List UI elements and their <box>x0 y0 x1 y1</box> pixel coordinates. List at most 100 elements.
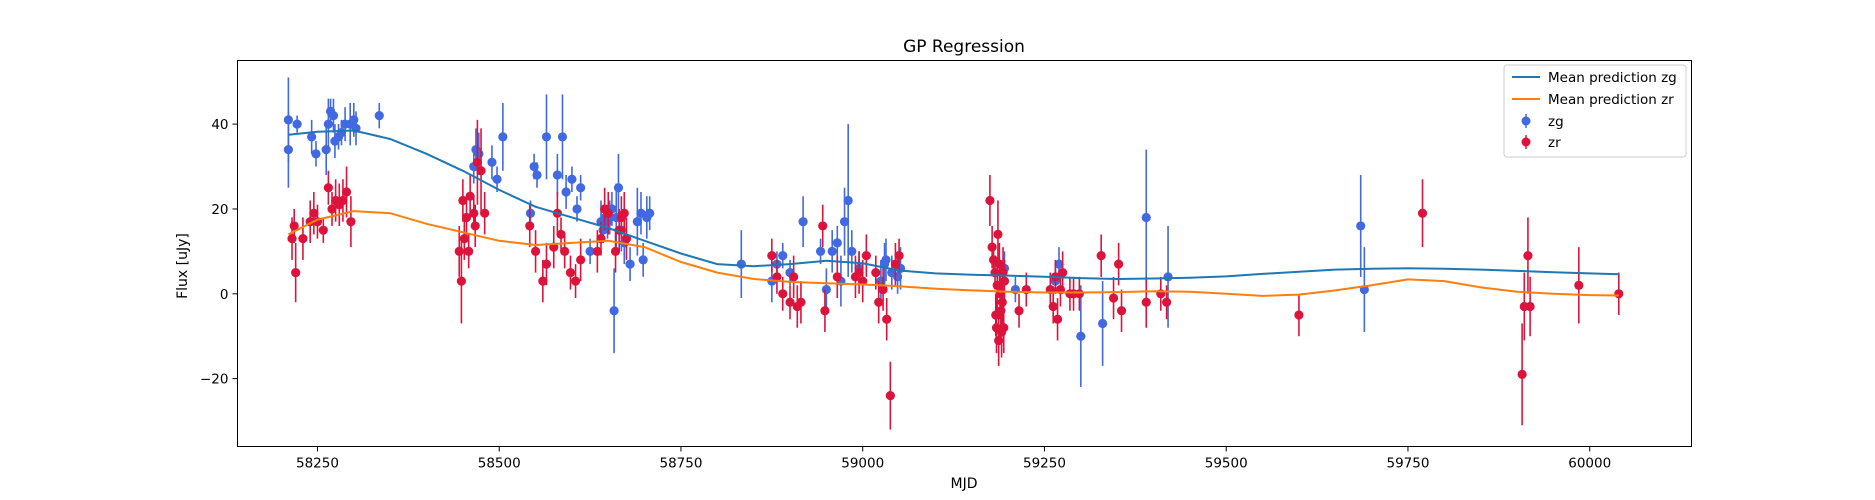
zg-point <box>474 149 484 159</box>
zr-point <box>338 195 348 206</box>
x-tick-label: 59000 <box>841 456 884 472</box>
zr-point <box>1116 306 1127 316</box>
zr-point <box>576 255 586 265</box>
zg-point <box>311 149 321 159</box>
zr-point <box>458 195 468 206</box>
zr-point <box>323 183 333 193</box>
x-tick-label: 59750 <box>1386 456 1429 472</box>
zg-point <box>1163 272 1173 282</box>
zr-point <box>874 297 884 307</box>
zr-point <box>894 251 904 261</box>
mean-prediction-zr-line <box>287 210 1619 297</box>
zg-point <box>645 208 655 218</box>
zr-point <box>1114 259 1124 269</box>
zg-point <box>1054 259 1064 269</box>
zg-point <box>843 195 853 206</box>
zg-point <box>541 132 552 142</box>
zr-point <box>854 267 864 278</box>
zr-point <box>985 195 995 206</box>
zr-point <box>994 259 1004 269</box>
x-tick-label: 58750 <box>659 456 702 472</box>
zg-point <box>307 132 317 142</box>
zr-point <box>1517 369 1527 379</box>
zr-point <box>890 259 901 269</box>
zr-point <box>999 323 1009 333</box>
zr-point <box>885 390 895 401</box>
zr-point <box>1523 251 1533 261</box>
zg-point <box>798 217 808 227</box>
y-tick-label: 0 <box>220 287 229 303</box>
zg-point <box>839 217 850 227</box>
zg-point <box>1141 212 1151 223</box>
plot-frame <box>237 60 1692 447</box>
zr-point <box>309 208 319 218</box>
zr-point <box>858 276 868 286</box>
zr-point <box>570 276 581 286</box>
zg-point <box>567 174 577 184</box>
zr-point <box>472 157 483 167</box>
axis-ticks: 58250 58500 58750 59000 59250 59500 59750 60000… <box>200 117 1611 471</box>
zr-point <box>470 221 480 231</box>
zr-point <box>1294 310 1304 320</box>
zr-point <box>525 221 535 231</box>
zr-point <box>318 225 328 235</box>
x-axis-label: MJD <box>951 476 978 492</box>
zr-point <box>1108 293 1119 303</box>
x-tick-label: 58250 <box>296 456 339 472</box>
zr-point <box>1141 297 1151 307</box>
legend-label-mean-zr: Mean prediction zr <box>1548 92 1674 108</box>
y-tick-label: −20 <box>200 372 229 388</box>
zr-point <box>993 229 1003 240</box>
zr-point <box>464 246 474 256</box>
legend-swatch-zg <box>1521 116 1531 126</box>
zr-point <box>1052 314 1063 324</box>
zr-point <box>603 208 613 218</box>
zg-point <box>321 144 331 155</box>
zr-point <box>1074 289 1084 299</box>
zr-point <box>341 187 352 197</box>
zg-point <box>778 251 788 261</box>
zr-point <box>289 221 299 231</box>
zr-point <box>999 276 1010 286</box>
zr-point <box>621 234 632 244</box>
zg-point <box>283 144 293 155</box>
zr-point <box>785 297 795 307</box>
zr-point <box>778 289 788 299</box>
zr-point <box>480 208 490 218</box>
x-tick-label: 58500 <box>478 456 521 472</box>
zr-point <box>1614 289 1624 299</box>
zr-point <box>556 229 566 240</box>
legend-label-zg: zg <box>1548 114 1564 130</box>
zg-point <box>1098 318 1108 329</box>
zr-point <box>291 267 301 278</box>
zg-point <box>328 111 339 121</box>
zg-point <box>827 246 837 256</box>
zg-point <box>625 259 635 269</box>
zr-point <box>298 234 308 244</box>
chart-title: GP Regression <box>903 37 1025 57</box>
zr-point <box>287 234 297 244</box>
y-axis-label: Flux [uJy] <box>175 233 191 299</box>
zr-point <box>592 246 602 256</box>
mean-prediction-zg-line <box>288 129 1619 281</box>
zr-point <box>1058 267 1068 278</box>
zr-point <box>476 166 486 176</box>
zr-point <box>997 297 1007 307</box>
zg-point <box>576 183 586 193</box>
zr-point <box>327 204 337 214</box>
y-tick-label: 40 <box>211 117 228 133</box>
zr-point <box>619 208 629 218</box>
zg-point <box>609 306 619 316</box>
zr-point <box>1525 301 1535 312</box>
zr-point <box>454 246 464 256</box>
zg-point <box>492 174 502 184</box>
zr-point <box>541 259 552 269</box>
zr-point <box>878 284 888 295</box>
zr-point <box>1417 208 1428 218</box>
zr-point <box>459 234 469 244</box>
zr-point <box>820 306 830 316</box>
zr-point <box>1048 301 1058 312</box>
zr-point <box>767 251 777 261</box>
zg-point <box>292 119 302 129</box>
zr-point <box>565 267 576 278</box>
